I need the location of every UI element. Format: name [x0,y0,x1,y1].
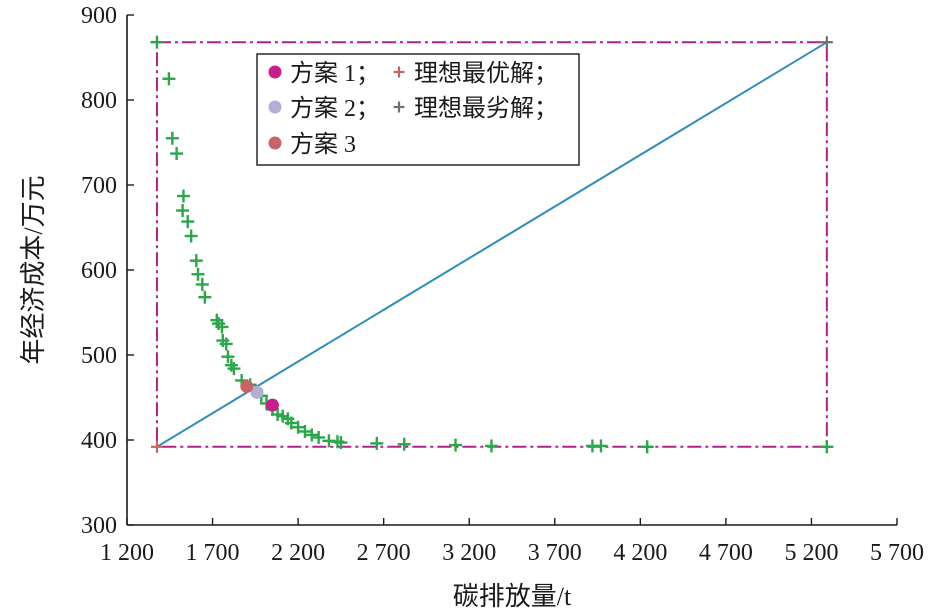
x-tick-label: 3 200 [442,540,496,566]
pareto-point [227,362,241,376]
pareto-point [184,229,198,243]
pareto-point [189,254,203,268]
pareto-point [298,425,312,438]
y-tick-label: 400 [81,428,117,454]
y-tick-label: 700 [81,173,117,199]
pareto-point [150,35,164,49]
scheme-1-point [265,398,279,412]
legend-worst-marker [393,101,405,113]
pareto-point [176,189,190,203]
x-tick-label: 1 200 [100,540,154,566]
pareto-point [449,438,463,452]
pareto-point [219,337,233,351]
pareto-point [162,72,176,86]
ideal-point-marker [150,440,163,453]
x-tick-label: 2 700 [357,540,411,566]
plot-area [150,35,834,454]
pareto-point [195,277,209,291]
y-tick-label: 300 [81,513,117,539]
legend-worst-label: 理想最劣解； [414,95,558,122]
x-tick-label: 4 700 [699,540,753,566]
pareto-point [484,439,498,453]
y-axis-title: 年经济成本/万元 [19,175,48,364]
pareto-point [820,440,834,454]
pareto-point [594,439,608,453]
legend-scheme2-label: 方案 2； [290,95,380,122]
x-tick-label: 5 200 [784,540,838,566]
x-tick-label: 5 700 [870,540,924,566]
pareto-point [370,436,384,450]
axes: 1 200 1 700 2 200 2 700 3 200 3 700 4 200 4 700… [81,3,924,566]
x-tick-label: 1 700 [186,540,240,566]
pareto-point [334,436,348,450]
y-tick-label: 900 [81,3,117,29]
legend-ideal-marker [393,66,405,78]
pareto-point [176,204,190,217]
legend-scheme2-marker [268,100,282,114]
pareto-point [284,416,298,430]
pareto-point [191,267,205,281]
pareto-point [198,290,212,304]
y-tick-label: 500 [81,343,117,369]
legend-box [256,53,580,166]
pareto-point [221,350,235,364]
pareto-point [291,420,305,434]
x-tick-label: 2 200 [271,540,325,566]
scheme-2-point [250,385,264,399]
legend-scheme1-marker [268,65,282,79]
x-axis-title: 碳排放量/t [453,582,572,611]
legend-scheme1-label: 方案 1； [290,60,380,87]
worst-point-marker [820,36,833,49]
x-tick-label: 3 700 [528,540,582,566]
pareto-point [181,215,195,229]
legend: 方案 1； 理想最优解； 方案 2； 理想最劣解； 方案 3 [256,53,580,166]
pareto-point [170,147,184,161]
y-tick-label: 600 [81,258,117,284]
legend-ideal-label: 理想最优解； [414,60,558,87]
pareto-point [397,437,411,451]
y-tick-label: 800 [81,88,117,114]
ideal-worst-line [156,41,828,448]
pareto-point [165,131,179,145]
pareto-point [640,440,654,454]
legend-scheme3-label: 方案 3 [290,131,356,158]
pareto-point [305,428,319,442]
x-tick-label: 4 200 [613,540,667,566]
legend-scheme3-marker [268,136,282,150]
pareto-point [312,430,326,444]
scheme-3-point [240,379,254,393]
pareto-point [215,320,229,334]
